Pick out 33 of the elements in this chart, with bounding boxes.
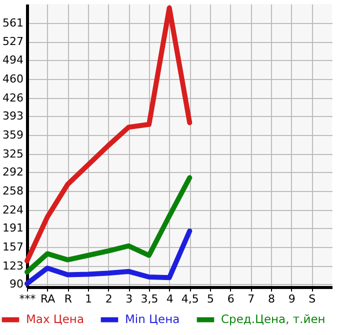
x-tick-label: 6 — [227, 292, 234, 306]
y-tick-label: 292 — [2, 166, 24, 179]
y-tick-label: 561 — [2, 16, 24, 30]
y-tick-label: 224 — [2, 203, 24, 216]
y-tick-label: 191 — [2, 222, 24, 235]
x-tick-label: 7 — [248, 292, 255, 306]
x-tick-label: 8 — [268, 292, 275, 306]
x-tick-label: 9 — [288, 292, 296, 306]
x-tick-label: 3 — [126, 292, 133, 306]
legend-label: Сред.Цена, т.йен — [221, 312, 326, 326]
y-tick-label: 123 — [2, 259, 24, 272]
y-tick-label: 393 — [2, 110, 24, 123]
y-tick-label: 494 — [2, 54, 24, 67]
x-tick-label: RA — [40, 292, 56, 306]
x-tick-label: 1 — [85, 292, 92, 306]
y-tick-label: 157 — [2, 240, 24, 254]
y-tick-label: 258 — [2, 184, 24, 198]
legend-label: Max Цена — [26, 312, 84, 326]
y-tick-label: 527 — [2, 35, 24, 48]
y-tick-label: 460 — [2, 72, 24, 86]
legend-label: Min Цена — [125, 312, 180, 326]
y-tick-label: 359 — [2, 128, 24, 142]
y-tick-label: 426 — [2, 91, 24, 104]
x-tick-label: 4 — [166, 292, 174, 306]
x-tick-label: R — [64, 292, 72, 306]
y-tick-label: 325 — [2, 147, 24, 160]
y-tick-label: 90 — [10, 278, 24, 291]
x-tick-label: 3,5 — [140, 292, 158, 306]
x-tick-label: *** — [19, 292, 36, 306]
x-tick-label: 4,5 — [181, 292, 199, 306]
x-tick-label: S — [308, 292, 316, 306]
x-tick-label: 2 — [105, 292, 112, 306]
x-tick-label: 5 — [207, 292, 214, 306]
